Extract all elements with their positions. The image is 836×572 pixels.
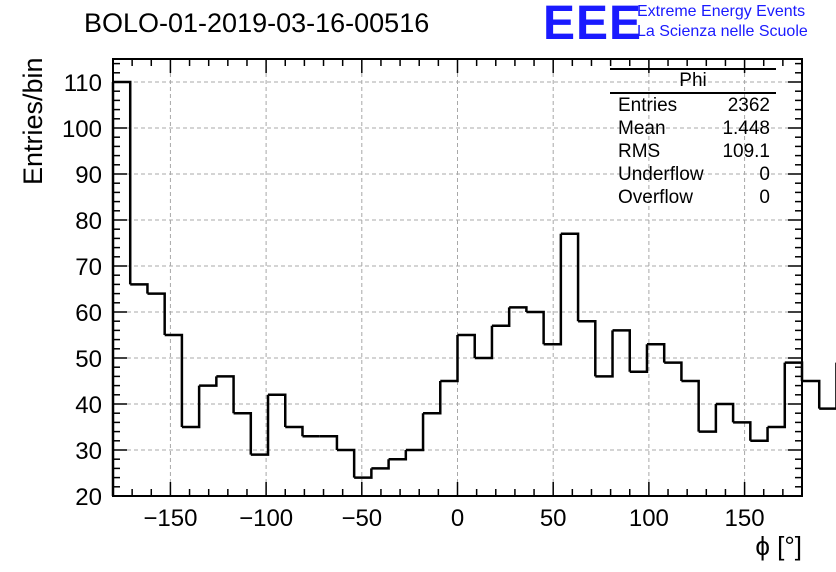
x-tick-label: 50 <box>540 505 567 532</box>
histogram-bin <box>509 306 528 312</box>
x-tick-label: −100 <box>239 505 293 532</box>
y-tick-label: 70 <box>75 254 102 281</box>
histogram-bin <box>164 333 184 427</box>
histogram-bin <box>681 379 700 432</box>
y-tick-label: 40 <box>75 392 102 419</box>
y-tick-label: 60 <box>75 300 102 327</box>
histogram-bin <box>664 361 683 381</box>
y-tick-label: 50 <box>75 346 102 373</box>
histogram-bin <box>371 459 390 470</box>
x-tick-label: 0 <box>451 505 464 532</box>
y-tick-label: 100 <box>62 116 102 143</box>
axis-ticks <box>112 59 803 497</box>
stats-value: 2362 <box>727 95 770 116</box>
histogram-bin <box>319 434 339 450</box>
x-axis-label: ϕ [°] <box>755 531 802 561</box>
histogram-bin <box>250 394 270 456</box>
histogram-bin <box>715 402 735 423</box>
histogram-bin <box>388 450 408 461</box>
histogram-bin <box>802 379 821 409</box>
histogram-bin <box>440 335 459 383</box>
histogram-bin <box>181 385 201 429</box>
histogram-bin <box>147 292 166 335</box>
histogram-bin <box>457 333 476 358</box>
grid-lines <box>113 59 802 496</box>
stats-row-rms: RMS 109.1 <box>610 140 776 163</box>
chart-title: BOLO-01-2019-03-16-00516 <box>84 8 430 38</box>
x-tick-label: 100 <box>629 505 669 532</box>
y-axis-label: Entries/bin <box>18 57 48 185</box>
stats-row-underflow: Underflow 0 <box>610 163 776 186</box>
eee-logo-mark: EEE <box>543 0 643 50</box>
y-tick-label: 30 <box>75 438 102 465</box>
histogram-bin <box>233 411 253 455</box>
histogram-bin <box>629 344 649 374</box>
histogram-bin <box>354 468 373 479</box>
histogram-bin <box>750 427 769 443</box>
x-tick-label: 150 <box>725 505 765 532</box>
y-tick-label: 80 <box>75 208 102 235</box>
stats-label: RMS <box>618 141 661 162</box>
histogram-bin <box>423 381 442 415</box>
histogram-bin <box>543 233 563 346</box>
logo-line-1: Extreme Energy Events <box>637 3 806 20</box>
histogram-bin <box>578 319 597 377</box>
stats-label: Underflow <box>618 164 704 185</box>
stats-value: 109.1 <box>722 141 770 162</box>
stats-row-mean: Mean 1.448 <box>610 117 776 140</box>
histogram-bin <box>560 232 580 322</box>
histogram-bin <box>646 342 666 363</box>
stats-value: 0 <box>759 187 770 208</box>
y-tick-label: 90 <box>75 162 102 189</box>
stats-box: Phi Entries 2362 Mean 1.448 RMS 109.1 Un… <box>610 68 776 209</box>
histogram-bin <box>733 421 752 441</box>
stats-row-entries: Entries 2362 <box>610 94 776 117</box>
histogram-bin <box>526 310 545 345</box>
x-tick-label: −150 <box>143 505 197 532</box>
histogram-bin <box>285 425 304 437</box>
histogram-bin <box>819 362 836 410</box>
y-tick-label: 20 <box>75 484 102 511</box>
histogram-bin <box>405 413 425 452</box>
histogram-bin <box>784 361 804 381</box>
histogram-bin <box>698 404 718 433</box>
histogram-bin <box>268 393 287 427</box>
histogram-bin <box>612 329 631 372</box>
stats-value: 0 <box>759 164 770 185</box>
tick-labels: −150 −100 −50 0 50 100 150 20 30 40 50 60 70 80 90 100 1… <box>62 70 765 532</box>
histogram-bin <box>336 448 356 478</box>
stats-value: 1.448 <box>722 118 770 139</box>
logo-line-2: La Scienza nelle Scuole <box>637 23 808 40</box>
histogram-bin <box>595 330 614 378</box>
x-tick-label: −50 <box>341 505 382 532</box>
histogram-bin <box>474 325 494 360</box>
stats-label: Entries <box>618 95 678 116</box>
histogram-bin <box>491 307 511 328</box>
stats-row-overflow: Overflow 0 <box>610 186 776 209</box>
histogram-bin <box>216 375 235 414</box>
stats-box-title: Phi <box>610 68 776 94</box>
stats-label: Overflow <box>618 187 693 208</box>
histogram-bin <box>767 362 787 429</box>
histogram-bin <box>130 283 149 294</box>
y-tick-label: 110 <box>64 70 102 97</box>
stats-label: Mean <box>618 118 666 139</box>
histogram-bin <box>199 376 218 387</box>
